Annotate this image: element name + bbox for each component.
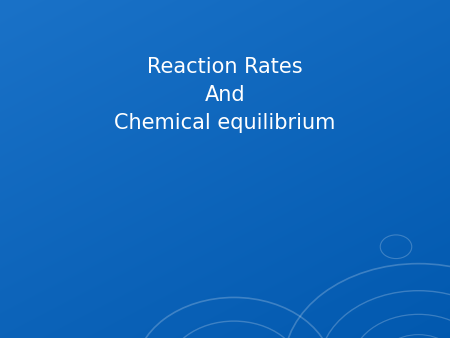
Text: Reaction Rates
And
Chemical equilibrium: Reaction Rates And Chemical equilibrium	[114, 57, 336, 132]
